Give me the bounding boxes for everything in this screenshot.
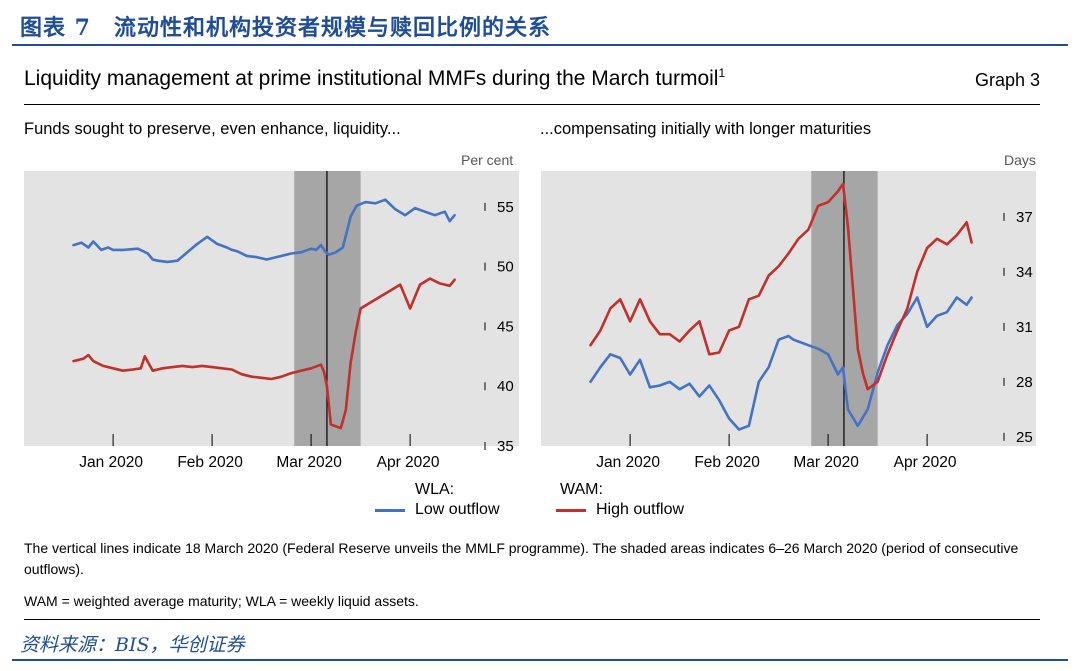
left-xtick-label: Mar 2020 bbox=[276, 454, 342, 471]
left-plot-background bbox=[24, 171, 519, 446]
legend-wam: WAM: High outflow bbox=[556, 481, 684, 519]
left-ytick-label: 50 bbox=[497, 259, 514, 276]
right-ytick-label: 25 bbox=[1016, 429, 1033, 446]
right-plot-background bbox=[541, 171, 1036, 446]
bottom-rule bbox=[12, 659, 1068, 661]
right-ytick-label: 37 bbox=[1016, 209, 1033, 226]
left-ytick-label: 55 bbox=[497, 199, 514, 216]
right-xtick-label: Apr 2020 bbox=[894, 454, 957, 471]
graph-title: Liquidity management at prime institutio… bbox=[24, 66, 725, 91]
right-ytick-label: 31 bbox=[1016, 319, 1033, 336]
legend-item-high-outflow: High outflow bbox=[556, 501, 684, 519]
legend-item-low-outflow: Low outflow bbox=[375, 501, 500, 519]
right-chart bbox=[0, 0, 1, 1]
right-panel-subtitle: ...compensating initially with longer ma… bbox=[540, 120, 872, 138]
source-note: 资料来源：BIS，华创证券 bbox=[20, 634, 245, 656]
left-series-low-outflow bbox=[72, 198, 456, 264]
legend-wla-header: WLA: bbox=[415, 481, 455, 498]
left-ytick-label: 40 bbox=[497, 378, 514, 395]
right-series-low-outflow bbox=[589, 296, 973, 431]
right-series-high-outflow bbox=[589, 182, 973, 391]
chart-note: The vertical lines indicate 18 March 202… bbox=[24, 540, 1019, 577]
right-xtick-label: Jan 2020 bbox=[596, 454, 660, 471]
graph-number: Graph 3 bbox=[974, 70, 1040, 90]
left-panel-subtitle: Funds sought to preserve, even enhance, … bbox=[24, 120, 401, 138]
graph-title-text: Liquidity management at prime institutio… bbox=[24, 67, 719, 90]
left-ytick-label: 35 bbox=[497, 438, 514, 455]
left-ytick-label: 45 bbox=[497, 318, 514, 335]
right-xtick-label: Feb 2020 bbox=[694, 454, 760, 471]
graph-header-rule bbox=[24, 104, 1040, 105]
left-panel-unit: Per cent bbox=[461, 152, 514, 168]
footer-rule bbox=[24, 619, 1040, 620]
right-xtick-label: Mar 2020 bbox=[793, 454, 859, 471]
legend-wam-header: WAM: bbox=[560, 481, 603, 498]
left-xtick-label: Jan 2020 bbox=[79, 454, 143, 471]
legend-swatch-low bbox=[375, 508, 405, 512]
figure-title: 图表 7 流动性和机构投资者规模与赎回比例的关系 bbox=[20, 15, 551, 41]
legend-swatch-high bbox=[556, 508, 586, 512]
left-series-high-outflow bbox=[72, 277, 456, 430]
graph-title-footnote: 1 bbox=[718, 66, 726, 80]
chart-definitions: WAM = weighted average maturity; WLA = w… bbox=[24, 593, 419, 609]
right-ytick-label: 28 bbox=[1016, 374, 1033, 391]
legend-label-high: High outflow bbox=[596, 501, 685, 518]
title-rule bbox=[12, 44, 1068, 46]
right-panel-unit: Days bbox=[1004, 152, 1036, 168]
left-xtick-label: Apr 2020 bbox=[377, 454, 440, 471]
right-ytick-label: 34 bbox=[1016, 264, 1033, 281]
left-xtick-label: Feb 2020 bbox=[177, 454, 243, 471]
legend-label-low: Low outflow bbox=[415, 501, 500, 518]
legend-wla: WLA: Low outflow bbox=[375, 481, 500, 519]
